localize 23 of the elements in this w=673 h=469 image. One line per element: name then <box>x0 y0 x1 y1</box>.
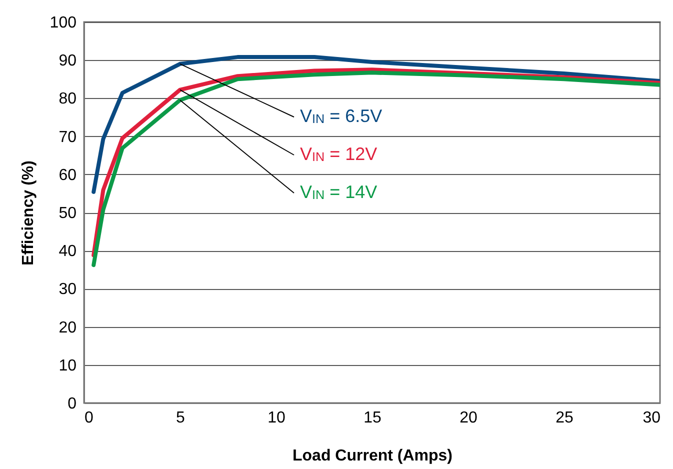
y-axis-title: Efficiency (%) <box>20 160 37 266</box>
x-tick-label: 0 <box>84 410 94 426</box>
text: V$_{IN}$ = 6.5V <box>300 106 382 126</box>
y-tick-label: 20 <box>58 319 77 336</box>
y-tick-label: 50 <box>58 205 77 222</box>
y-tick-label: 70 <box>58 128 77 146</box>
x-tick-label: 20 <box>460 410 478 426</box>
y-tick-label: 10 <box>58 357 77 374</box>
x-tick-label: 5 <box>176 410 186 426</box>
y-tick-label: 40 <box>58 243 77 260</box>
y-tick-label: 60 <box>58 166 77 184</box>
y-tick-label: 90 <box>58 52 77 70</box>
x-tick-label: 15 <box>364 410 382 426</box>
text: V$_{IN}$ = 14V <box>300 182 378 202</box>
y-tick-label: 30 <box>58 281 77 298</box>
text: V$_{IN}$ = 12V <box>300 144 378 164</box>
y-tick-label: 80 <box>58 90 77 108</box>
y-tick-label: 0 <box>68 396 77 412</box>
x-tick-label: 10 <box>268 410 286 426</box>
y-tick-label: 100 <box>50 14 77 32</box>
x-axis-title: Load Current (Amps) <box>292 448 452 464</box>
x-tick-label: 25 <box>556 410 574 426</box>
x-tick-label: 30 <box>642 410 661 426</box>
